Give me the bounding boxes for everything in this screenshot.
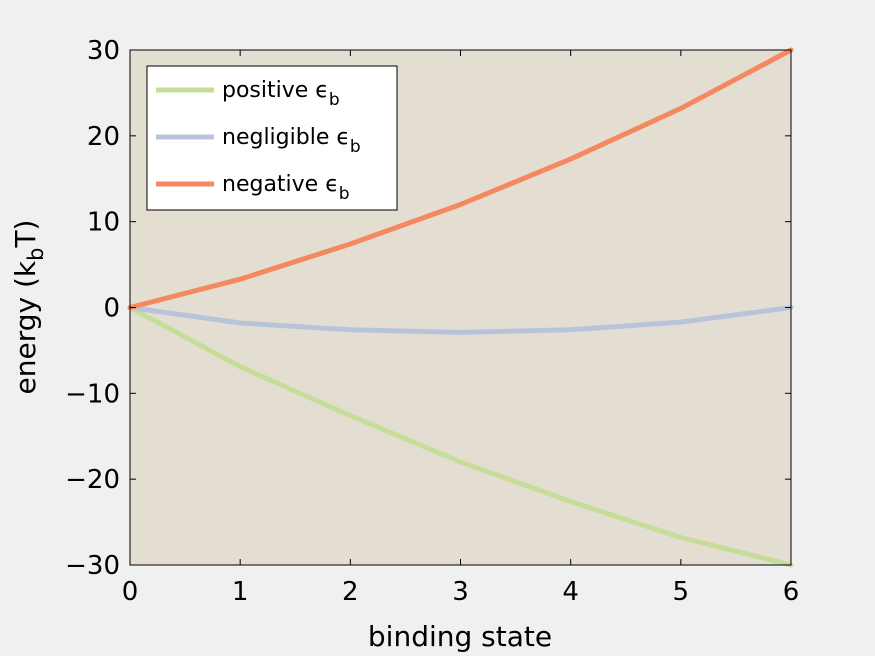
ticks-layer: 0 1 2 3 4 5 6 −30 −20 −10 0 10 20 30 (65, 36, 799, 607)
y-tick-label: −20 (65, 465, 120, 495)
x-tick-label: 2 (342, 577, 359, 607)
y-tick-label: 10 (87, 208, 120, 238)
legend-label-1: negligible ϵb (222, 125, 361, 157)
y-tick-label: 20 (87, 122, 120, 152)
x-tick-label: 4 (562, 577, 579, 607)
y-axis-label-main: energy (k (9, 260, 42, 394)
series-line-2 (127, 47, 794, 310)
x-tick-label: 1 (232, 577, 249, 607)
y-tick-label: 0 (103, 294, 120, 324)
legend: positive ϵb negligible ϵb negative ϵb (146, 65, 398, 211)
y-axis-label-end: T) (9, 220, 42, 249)
x-tick-label: 3 (452, 577, 469, 607)
legend-label-0: positive ϵb (222, 78, 340, 110)
y-axis-label: energy (kbT) (9, 220, 48, 395)
y-tick-label: −10 (65, 379, 120, 409)
x-tick-label: 5 (673, 577, 690, 607)
y-tick-label: −30 (65, 551, 120, 581)
y-tick-label: 30 (87, 36, 120, 66)
series-line-1 (127, 305, 794, 335)
series-line-0 (127, 305, 794, 568)
series-layer (127, 47, 794, 568)
x-tick-label: 0 (122, 577, 139, 607)
x-tick-label: 6 (783, 577, 800, 607)
x-axis-label: binding state (368, 620, 552, 653)
y-axis-label-sub: b (24, 248, 48, 261)
legend-label-2: negative ϵb (222, 172, 350, 204)
